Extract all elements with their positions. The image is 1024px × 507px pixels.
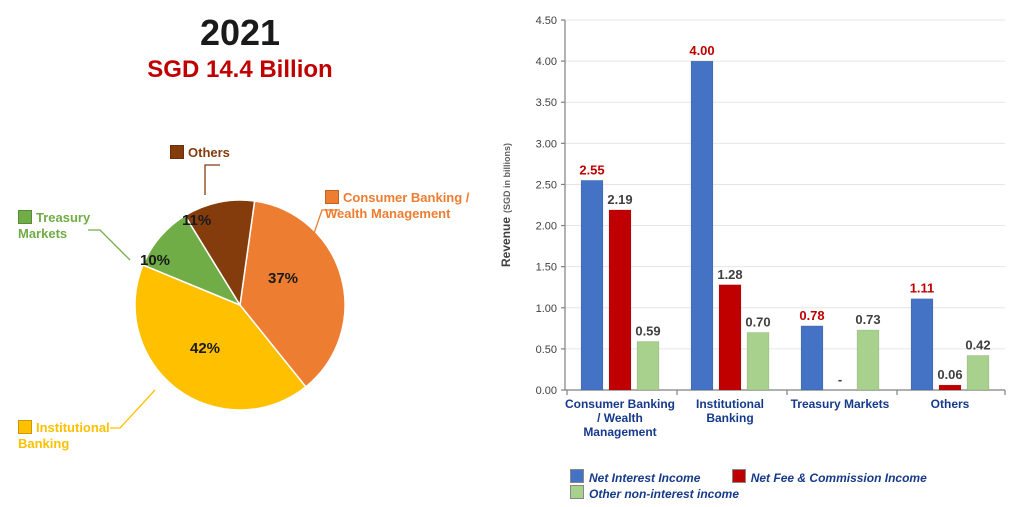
pie-pct-others: 11% (182, 212, 211, 229)
pie-legend-others-text: Others (188, 145, 230, 160)
bar (691, 61, 713, 390)
left-panel: 2021 SGD 14.4 Billion 37% 42% 10% 11% Co… (0, 0, 480, 507)
legend-swatch-fee (732, 469, 746, 483)
y-tick-label: 0.00 (536, 385, 557, 397)
pie-legend-institutional: InstitutionalBanking (18, 420, 110, 451)
y-tick-label: 4.00 (536, 56, 557, 68)
y-tick-label: 3.00 (536, 138, 557, 150)
y-tick-label: 3.50 (536, 97, 557, 109)
swatch-consumer (325, 190, 339, 204)
swatch-institutional (18, 420, 32, 434)
bar (967, 355, 989, 390)
bar (747, 332, 769, 390)
bar-value-label: 0.59 (635, 323, 660, 338)
y-tick-label: 1.50 (536, 262, 557, 274)
bar (609, 210, 631, 390)
bar (637, 341, 659, 390)
bar-value-label: 1.11 (910, 281, 935, 296)
title-subtitle: SGD 14.4 Billion (0, 56, 480, 84)
legend-text-nii: Net Interest Income (589, 471, 700, 485)
category-label: Treasury Markets (791, 397, 890, 411)
y-tick-label: 4.50 (536, 15, 557, 27)
pie-legend-others: Others (170, 145, 230, 161)
pie-chart: 37% 42% 10% 11% Consumer Banking /Wealth… (0, 140, 480, 480)
bar-legend: Net Interest Income Net Fee & Commission… (570, 469, 1010, 501)
bar-value-label: 0.06 (937, 367, 962, 382)
category-label: InstitutionalBanking (696, 397, 764, 425)
pie-legend-treasury: TreasuryMarkets (18, 210, 90, 241)
bar-value-label: 4.00 (689, 43, 714, 58)
bar (581, 180, 603, 390)
pie-pct-consumer: 37% (268, 270, 298, 287)
bar-value-label: 0.73 (855, 312, 880, 327)
legend-swatch-nii (570, 469, 584, 483)
pie-pct-treasury: 10% (140, 252, 170, 269)
bar-value-null: - (838, 372, 842, 387)
pie-svg (120, 185, 360, 425)
y-tick-label: 2.00 (536, 221, 557, 233)
bar (939, 385, 961, 390)
pie-pct-institutional: 42% (190, 340, 220, 357)
bar (857, 330, 879, 390)
category-label: Consumer Banking/ WealthManagement (565, 397, 675, 439)
swatch-others (170, 145, 184, 159)
bar-value-label: 0.42 (965, 337, 990, 352)
bar-value-label: 2.55 (579, 162, 604, 177)
legend-swatch-other (570, 485, 584, 499)
y-tick-label: 0.50 (536, 344, 557, 356)
swatch-treasury (18, 210, 32, 224)
bar-value-label: 0.78 (799, 308, 824, 323)
right-panel: 0.00 0.50 1.00 1.50 2.00 2.50 3.00 3.50 4.00 4.50… (480, 0, 1024, 507)
bar-chart-svg: 0.00 0.50 1.00 1.50 2.00 2.50 3.00 3.50 4.00 4.50… (480, 5, 1024, 465)
bar (719, 285, 741, 390)
y-tick-label: 2.50 (536, 179, 557, 191)
bar-value-label: 2.19 (607, 192, 632, 207)
legend-item-other: Other non-interest income (570, 485, 739, 501)
title-block: 2021 SGD 14.4 Billion (0, 12, 480, 84)
legend-text-other: Other non-interest income (589, 487, 739, 501)
bar-value-label: 1.28 (717, 267, 742, 282)
category-label: Others (931, 397, 970, 411)
legend-item-fee: Net Fee & Commission Income (732, 469, 927, 485)
y-tick-label: 1.00 (536, 303, 557, 315)
legend-item-nii: Net Interest Income (570, 469, 700, 485)
y-axis-title: Revenue(SGD in billions) (499, 143, 513, 267)
title-year: 2021 (0, 12, 480, 54)
pie-legend-consumer: Consumer Banking /Wealth Management (325, 190, 469, 221)
legend-text-fee: Net Fee & Commission Income (751, 471, 927, 485)
page-root: 2021 SGD 14.4 Billion 37% 42% 10% 11% Co… (0, 0, 1024, 507)
pie-legend-consumer-text: Consumer Banking /Wealth Management (325, 190, 469, 221)
bar (801, 326, 823, 390)
bar (911, 299, 933, 390)
bar-value-label: 0.70 (745, 314, 770, 329)
